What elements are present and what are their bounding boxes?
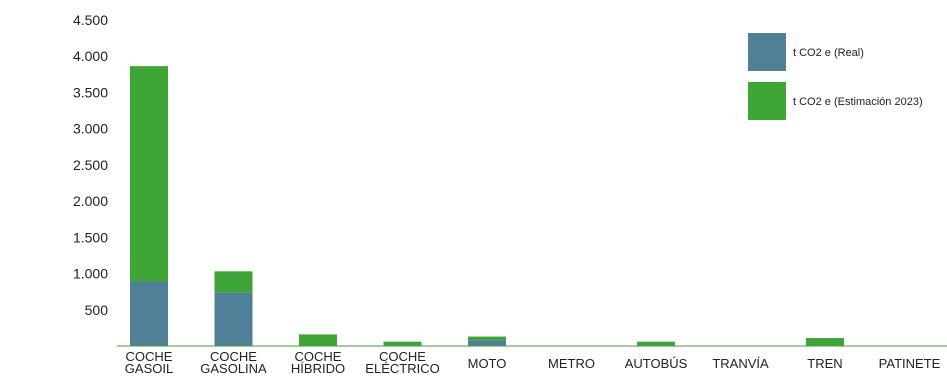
bar-real — [214, 292, 253, 346]
x-tick-label: TRANVÍA — [712, 356, 769, 371]
bar-estimate — [214, 271, 253, 293]
x-axis: COCHEGASOILCOCHEGASOLINACOCHEHÍBRIDOCOCH… — [125, 349, 941, 376]
x-tick-label: TREN — [807, 356, 842, 371]
y-tick-label: 500 — [85, 302, 109, 318]
x-tick-label: HÍBRIDO — [291, 361, 345, 375]
x-tick-label: AUTOBÚS — [625, 356, 688, 371]
legend-label: t CO2 e (Real) — [793, 47, 864, 59]
x-tick-label: MOTO — [468, 356, 507, 371]
legend: t CO2 e (Real) t CO2 e (Estimación 2023) — [748, 33, 923, 120]
x-tick-label: GASOIL — [125, 361, 173, 375]
y-tick-label: 1.500 — [73, 229, 108, 245]
bar-real — [468, 340, 506, 346]
bar-estimate — [468, 336, 506, 341]
bar-estimate — [806, 338, 844, 346]
x-tick-label: COCHE — [379, 349, 426, 364]
x-tick-label: ELÉCTRICO — [365, 361, 439, 375]
y-tick-label: 2.500 — [73, 157, 108, 173]
y-tick-label: 3.000 — [73, 121, 108, 137]
x-tick-label: PATINETE — [879, 356, 941, 371]
bar-estimate — [130, 66, 168, 282]
x-tick-label: COCHE — [126, 349, 173, 364]
legend-swatch — [748, 82, 786, 120]
y-tick-label: 3.500 — [73, 84, 108, 100]
x-tick-label: COCHE — [295, 349, 342, 364]
y-tick-label: 4.500 — [73, 12, 108, 28]
legend-swatch — [748, 33, 786, 71]
bar-real — [130, 281, 168, 346]
y-tick-label: 4.000 — [73, 48, 108, 64]
x-tick-label: COCHE — [210, 349, 257, 364]
x-tick-label: METRO — [548, 356, 595, 371]
bar-estimate — [637, 341, 675, 346]
bar-estimate — [383, 341, 422, 346]
y-tick-label: 1.000 — [73, 266, 108, 282]
bar-estimate — [299, 334, 337, 346]
x-tick-label: GASOLINA — [200, 361, 267, 375]
bars-group — [130, 66, 844, 346]
legend-label: t CO2 e (Estimación 2023) — [793, 96, 923, 108]
y-axis: 4.500 4.000 3.500 3.000 2.500 2.000 1.500 1.000… — [73, 12, 108, 318]
y-tick-label: 2.000 — [73, 193, 108, 209]
